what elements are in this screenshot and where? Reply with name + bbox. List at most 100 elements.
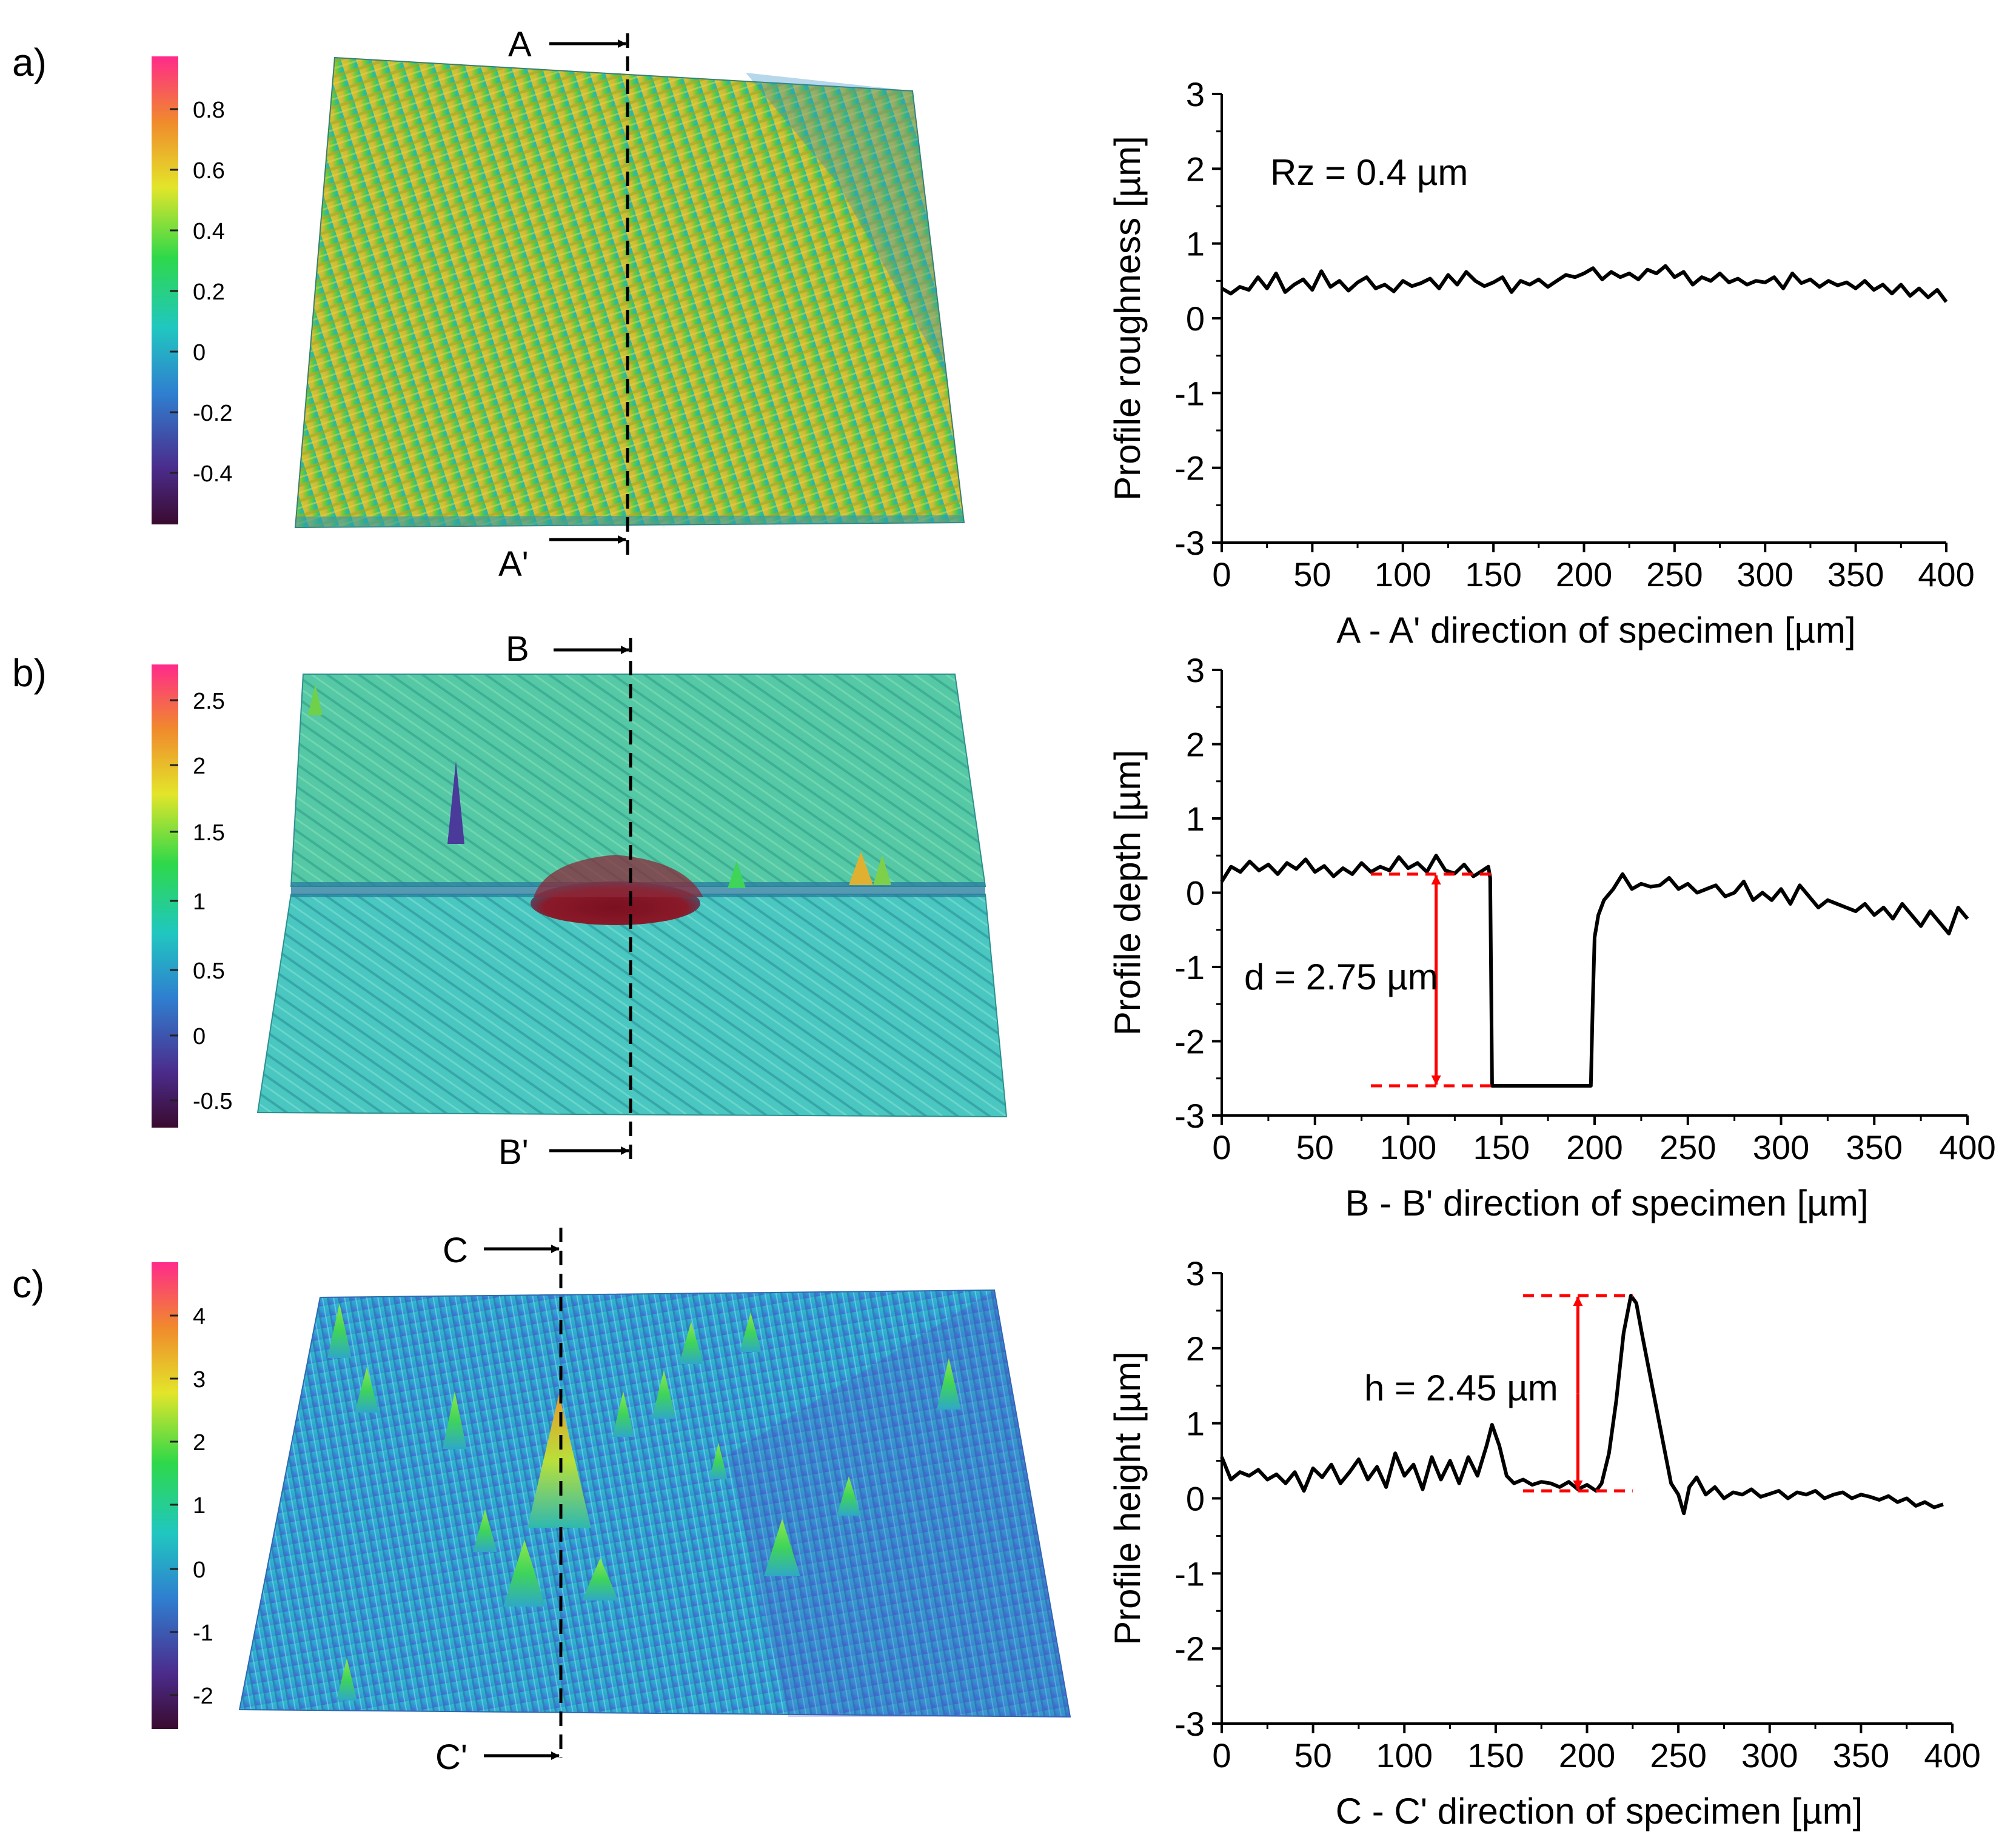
- x-tick-label: 0: [1212, 555, 1231, 594]
- svg-text:0: 0: [193, 340, 206, 366]
- y-tick-label: -2: [1174, 449, 1205, 487]
- y-tick-label: -3: [1174, 1705, 1205, 1743]
- colorbar-a-tick: 0.6: [170, 158, 225, 184]
- colorbar-b-tick: -0.5: [170, 1089, 232, 1114]
- x-tick-label: 400: [1939, 1128, 1995, 1166]
- x-tick-label: 0: [1212, 1128, 1231, 1166]
- x-tick-label: 100: [1376, 1736, 1433, 1774]
- colorbar-b: 2.5 2 1.5 1 0.5 0 -0.5: [152, 664, 232, 1128]
- svg-text:-2: -2: [193, 1684, 213, 1709]
- x-tick-label: 150: [1473, 1128, 1530, 1166]
- svg-text:1: 1: [193, 1493, 206, 1519]
- svg-text:4: 4: [193, 1304, 206, 1330]
- colorbar-c-tick: 2: [170, 1430, 206, 1456]
- colorbar-a-tick: -0.4: [170, 461, 232, 487]
- colorbar-c-tick: 4: [170, 1304, 206, 1330]
- y-tick-label: -1: [1174, 374, 1205, 412]
- colorbar-c-gradient: [152, 1262, 178, 1729]
- panel-b: b) 2.5 2 1.5 1 0.5 0 -0.5: [12, 629, 1008, 1172]
- series-line: [1221, 264, 1948, 303]
- x-tick-label: 250: [1650, 1736, 1706, 1774]
- panel-label-b: b): [12, 651, 47, 695]
- svg-text:0: 0: [193, 1557, 206, 1583]
- x-tick-label: 50: [1296, 1128, 1334, 1166]
- x-tick-label: 400: [1924, 1736, 1980, 1774]
- y-tick-label: 3: [1186, 1254, 1205, 1293]
- cut-line-c: C C': [435, 1228, 563, 1777]
- surface-c-spike: [355, 1367, 379, 1413]
- x-tick-label: 100: [1380, 1128, 1436, 1166]
- y-tick-label: 3: [1186, 651, 1205, 689]
- x-axis-label: C - C' direction of specimen [µm]: [1336, 1791, 1863, 1831]
- svg-text:2: 2: [193, 754, 206, 779]
- x-tick-label: 150: [1465, 555, 1521, 594]
- y-axis-label: Profile depth [µm]: [1107, 750, 1148, 1035]
- cut-label-a-bottom: A': [498, 544, 529, 584]
- series-line: [1220, 1294, 1944, 1516]
- colorbar-c-tick: 0: [170, 1557, 206, 1583]
- svg-text:1: 1: [193, 889, 206, 915]
- surface-b-crater-rim: [534, 855, 703, 897]
- y-tick-label: -2: [1174, 1023, 1205, 1061]
- y-tick-label: -3: [1174, 1097, 1205, 1135]
- x-tick-label: 200: [1556, 555, 1612, 594]
- x-tick-label: 50: [1294, 1736, 1331, 1774]
- svg-text:0.4: 0.4: [193, 219, 225, 244]
- surface-a-shade-edge: [295, 515, 964, 527]
- panel-c: c) 4 3 2 1 0 -1 -2: [12, 1228, 1071, 1777]
- cut-label-c-top: C: [443, 1231, 468, 1270]
- surface-c-spike: [473, 1510, 497, 1552]
- svg-text:1.5: 1.5: [193, 820, 225, 846]
- surface-b-spike: [308, 684, 323, 715]
- x-tick-label: 350: [1827, 555, 1884, 594]
- colorbar-a-ticks: 0.8 0.6 0.4 0.2 0 -0.2 -0.4: [170, 98, 232, 487]
- x-tick-label: 300: [1753, 1128, 1809, 1166]
- surface-c-spike: [709, 1443, 728, 1479]
- y-tick-label: -1: [1174, 948, 1205, 986]
- panel-label-c: c): [12, 1262, 44, 1306]
- surface-c-spike: [937, 1358, 961, 1410]
- colorbar-a-tick: 0.2: [170, 279, 225, 305]
- surface-c-plane: [238, 1289, 1071, 1718]
- cut-label-c-bottom: C': [435, 1738, 467, 1777]
- svg-text:2.5: 2.5: [193, 689, 225, 714]
- y-axis-label: Profile roughness [µm]: [1107, 136, 1148, 501]
- x-tick-label: 100: [1375, 555, 1431, 594]
- surface-c-spike: [503, 1540, 546, 1607]
- surface-c: [238, 1289, 1071, 1718]
- surface-a: [294, 56, 965, 529]
- y-tick-label: 2: [1186, 1330, 1205, 1368]
- x-tick-label: 0: [1212, 1736, 1231, 1774]
- colorbar-b-tick: 0: [170, 1024, 206, 1049]
- y-tick-label: 3: [1186, 75, 1205, 113]
- svg-text:-0.5: -0.5: [193, 1089, 232, 1114]
- colorbar-a-tick: 0: [170, 340, 206, 366]
- svg-text:0.5: 0.5: [193, 958, 225, 984]
- surface-b-spike: [447, 761, 464, 844]
- colorbar-c-tick: -2: [170, 1684, 213, 1709]
- y-tick-label: 0: [1186, 299, 1205, 338]
- surface-b-spike: [873, 855, 891, 885]
- y-tick-label: 1: [1186, 1405, 1205, 1443]
- y-tick-label: -3: [1174, 524, 1205, 562]
- annotation-label: h = 2.45 µm: [1364, 1368, 1558, 1408]
- surface-b-upper-plane: [290, 674, 986, 887]
- svg-text:0.6: 0.6: [193, 158, 225, 184]
- surface-c-spike: [652, 1370, 676, 1419]
- x-tick-label: 250: [1659, 1128, 1716, 1166]
- cut-line-a: A A': [498, 25, 629, 584]
- y-axis-label: Profile height [µm]: [1107, 1351, 1148, 1645]
- y-tick-label: 2: [1186, 150, 1205, 188]
- cut-label-a-top: A: [508, 25, 532, 64]
- annotation-label: Rz = 0.4 µm: [1270, 152, 1468, 193]
- colorbar-c-tick: -1: [170, 1621, 213, 1646]
- svg-text:0.2: 0.2: [193, 279, 225, 305]
- svg-text:-0.2: -0.2: [193, 401, 232, 426]
- x-tick-label: 50: [1293, 555, 1331, 594]
- y-tick-label: -2: [1174, 1630, 1205, 1668]
- svg-text:2: 2: [193, 1430, 206, 1456]
- y-tick-label: 2: [1186, 726, 1205, 764]
- colorbar-b-tick: 2.5: [170, 689, 225, 714]
